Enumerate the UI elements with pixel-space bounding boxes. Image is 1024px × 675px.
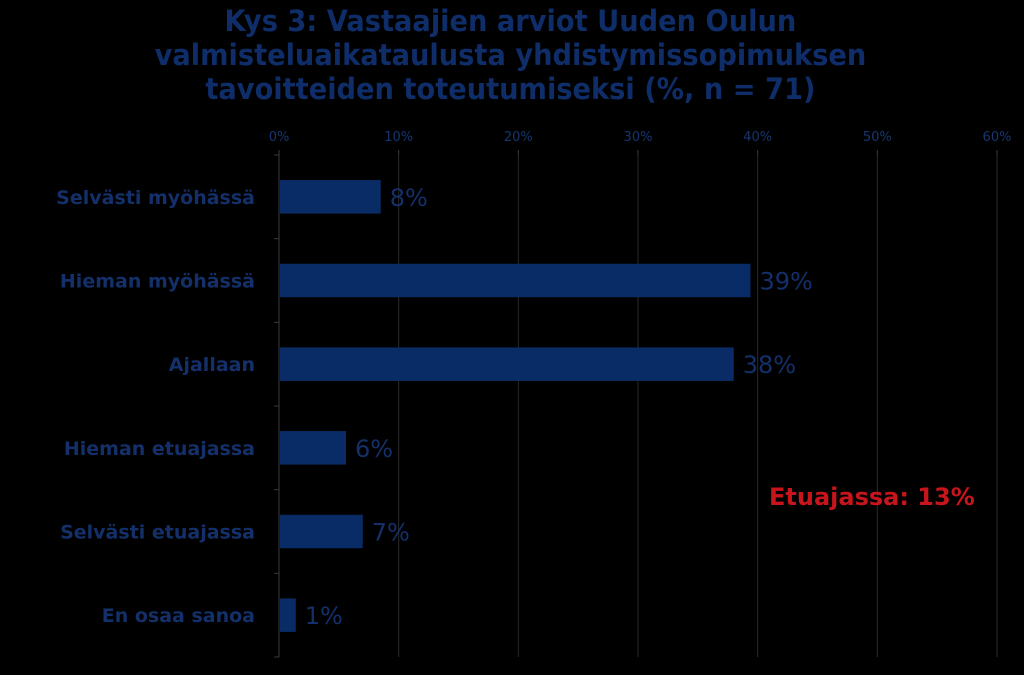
bar [280,180,381,214]
title-line: tavoitteiden toteutumiseksi (%, n = 71) [205,72,816,106]
category-labels: Selvästi myöhässä Hieman myöhässä Ajallaan… [56,187,255,627]
bar [280,263,751,298]
bar [280,347,734,381]
bar [280,514,363,549]
bar [280,598,296,632]
x-axis-ticks: 0% 10% 20% 30% 40% 50% 60% [269,130,1012,155]
category-label: Selvästi etuajassa [60,522,255,544]
category-label: Hieman myöhässä [60,271,255,293]
chart-title: Kys 3: Vastaajien arviot Uuden Oulun val… [0,4,1021,106]
title-line: Kys 3: Vastaajien arviot Uuden Oulun [224,4,797,38]
x-tick-label: 40% [743,130,772,145]
annotation-etuajassa: Etuajassa: 13% [769,483,975,511]
title-line: valmisteluaikataulusta yhdistymissopimuk… [154,38,867,72]
x-tick-label: 60% [983,130,1012,145]
category-label: Hieman etuajassa [64,438,255,460]
x-tick-label: 50% [863,130,892,145]
value-label: 6% [355,435,393,463]
gridlines [398,155,998,657]
bar [280,431,347,465]
x-tick-label: 20% [504,130,533,145]
value-label: 8% [390,184,428,212]
bars [280,180,751,632]
value-label: 1% [305,602,343,630]
x-tick-label: 0% [269,130,290,145]
category-label: En osaa sanoa [102,605,255,627]
value-label: 38% [743,351,796,379]
x-tick-label: 30% [624,130,653,145]
category-label: Ajallaan [169,354,255,376]
category-label: Selvästi myöhässä [56,187,255,209]
value-label: 7% [372,519,410,547]
y-axis [274,154,280,658]
value-label: 39% [759,268,812,296]
x-tick-label: 10% [384,130,413,145]
value-labels: 8% 39% 38% 6% 7% 1% [305,184,813,630]
